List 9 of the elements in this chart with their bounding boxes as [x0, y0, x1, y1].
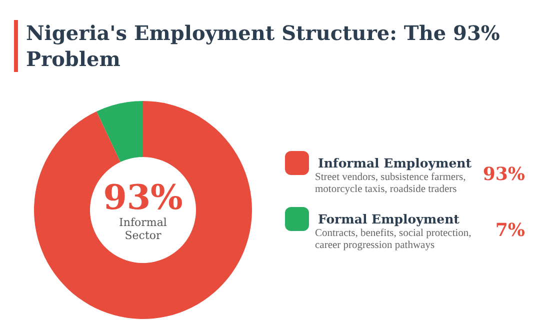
data-label: 7% — [495, 220, 525, 241]
chart-title: Nigeria's Employment Structure: The 93% Problem — [14, 20, 526, 72]
data-label: 93% — [482, 164, 525, 185]
text: 93% — [102, 178, 184, 218]
text: Contracts, benefits, social protection, career progression pathways — [315, 228, 472, 252]
legend-label: Formal Employment — [318, 212, 460, 226]
text: Street vendors, subsistence farmers, motorcycle taxis, roadside traders — [315, 172, 467, 196]
text: Informal Sector — [118, 216, 168, 242]
legend-label: Informal Employment — [318, 156, 472, 170]
